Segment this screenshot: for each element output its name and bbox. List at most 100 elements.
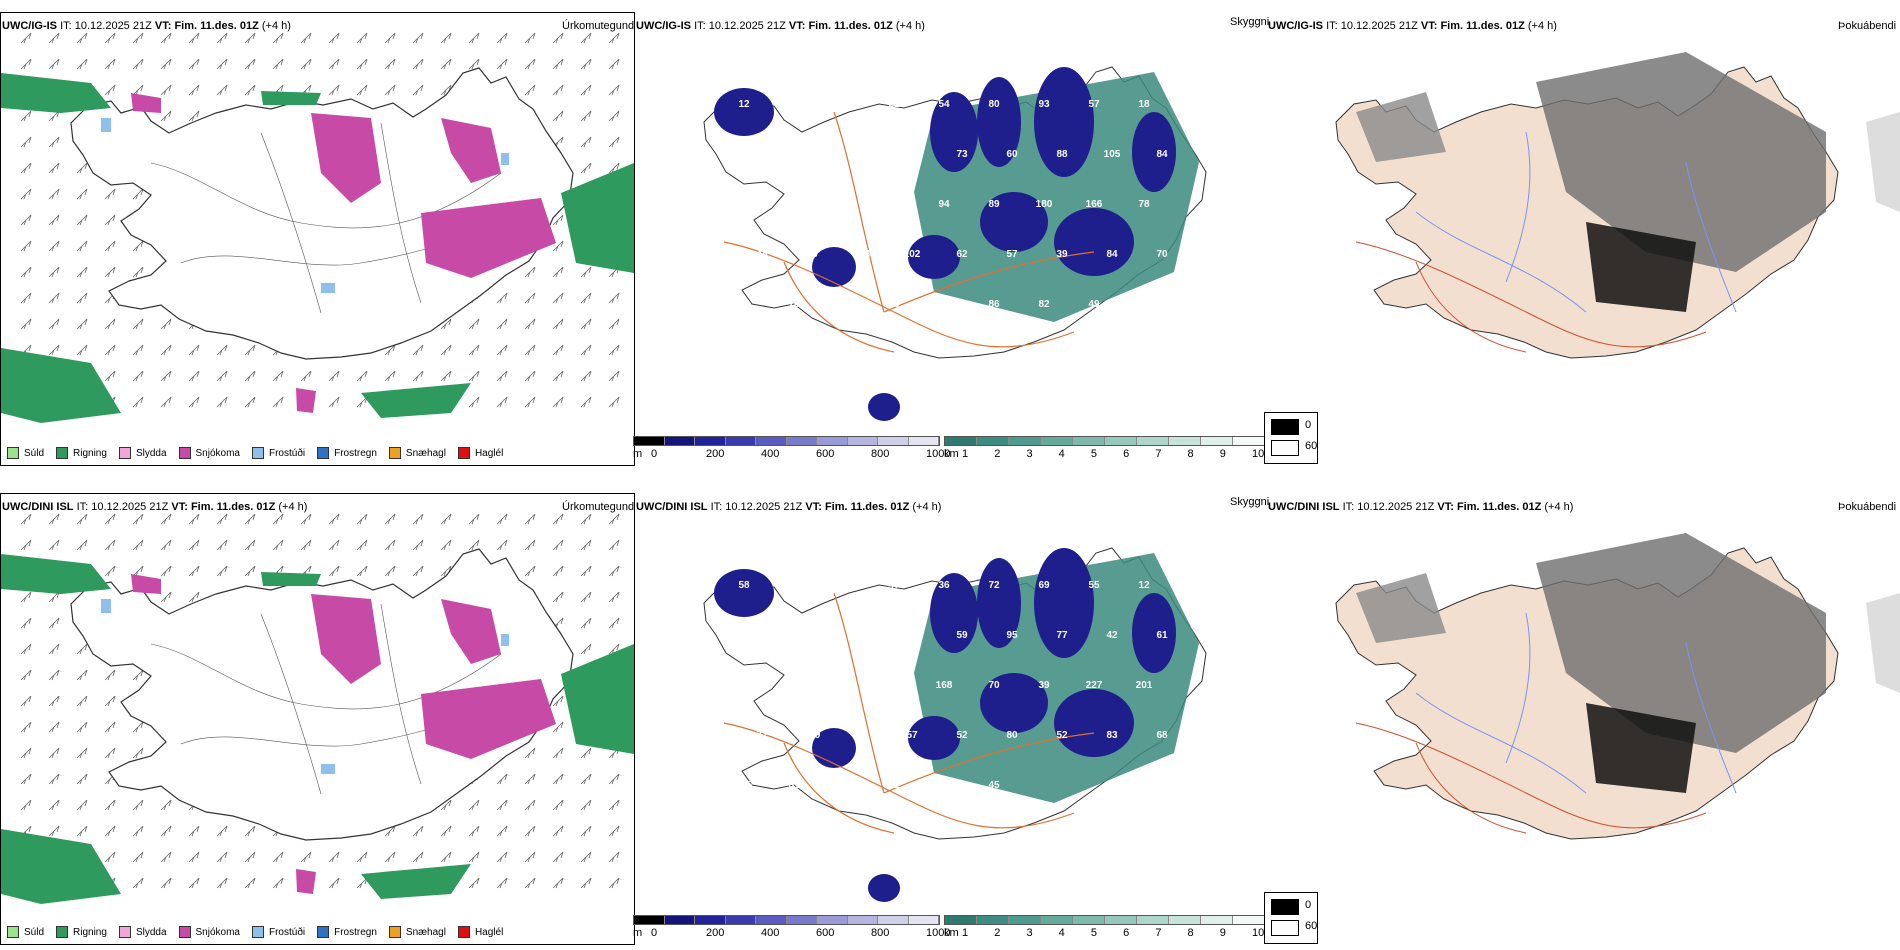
wind-barb: [300, 539, 312, 551]
legend-label: Rigning: [73, 926, 107, 938]
vt-value: Fim. 11.des. 01Z: [808, 20, 893, 32]
visibility-panel-bottom: 58 53 47 47 36 72 69 55 12 105 52 48 60 59 95 77 42 61 59 7…: [634, 493, 1266, 943]
wind-barb: [608, 773, 620, 785]
wind-barb: [384, 32, 396, 44]
road-network: [1355, 241, 1707, 353]
wind-barb: [468, 32, 480, 44]
wind-barb: [356, 58, 368, 70]
header-vis-bottom: UWC/DINI ISL IT: 10.12.2025 21Z VT: Fim.…: [636, 501, 941, 513]
it-label: IT:: [60, 20, 72, 32]
scale-tick: 0: [651, 927, 658, 939]
wind-barb: [384, 344, 396, 356]
precip-legend-top: Súld Rigning Slydda Snjókoma Frostúði Frostre…: [7, 447, 503, 459]
wind-barb: [552, 695, 564, 707]
wind-barb: [20, 591, 32, 603]
wind-barb: [580, 58, 592, 70]
legend-label: Haglél: [474, 447, 504, 459]
wind-barb: [384, 825, 396, 837]
scale-segment: [945, 437, 977, 445]
road-network: [723, 111, 1095, 353]
low-visibility-cell: [1132, 593, 1176, 673]
wind-barb: [608, 318, 620, 330]
rain-area: [1, 829, 121, 904]
visibility-value: 60: [906, 630, 918, 641]
visibility-map-top: 12 50 59 22 54 80 93 57 18 39 58 52 66 73 60 88 105 84 110…: [703, 66, 1207, 421]
wind-barb: [580, 292, 592, 304]
wind-barb: [20, 721, 32, 733]
freezing-drizzle-patch: [321, 283, 335, 293]
road-network: [723, 592, 1095, 834]
wind-barb: [132, 539, 144, 551]
visibility-value: 54: [938, 99, 950, 110]
wind-barb: [216, 370, 228, 382]
scale-segment: [756, 916, 787, 924]
wind-barb: [48, 721, 60, 733]
header-precip-bottom: UWC/DINI ISL IT: 10.12.2025 21Z VT: Fim.…: [2, 501, 307, 513]
road: [1415, 742, 1527, 834]
visibility-labels: 12 50 59 22 54 80 93 57 18 39 58 52 66 73 60 88 105 84 110…: [736, 99, 1168, 310]
wind-barb: [160, 851, 172, 863]
scale-unit: km: [944, 448, 959, 460]
wind-barb: [328, 539, 340, 551]
wind-barb: [412, 539, 424, 551]
visibility-value: 12: [1138, 580, 1150, 591]
scale-tick: 800: [871, 927, 890, 939]
wind-barb: [216, 344, 228, 356]
legend-item-4: Frostúði: [251, 447, 305, 459]
wind-barb: [552, 747, 564, 759]
wind-barb: [20, 58, 32, 70]
wind-barb: [188, 591, 200, 603]
wind-barb: [356, 370, 368, 382]
scale-bar: [944, 915, 1266, 925]
rain-area: [361, 383, 471, 418]
scale-segment: [1233, 437, 1265, 445]
legend-item-7: Haglél: [457, 926, 503, 938]
vis-scale-bottom: km 1 2 3 4 5 6 7 8 9 10: [944, 915, 1266, 945]
wind-barb: [272, 58, 284, 70]
road: [883, 251, 1095, 313]
wind-barb: [384, 851, 396, 863]
wind-barb: [132, 318, 144, 330]
visibility-value: 93: [888, 680, 900, 691]
wind-barb: [132, 851, 144, 863]
legend-item-1: Rigning: [56, 926, 107, 938]
visibility-value: 50: [788, 99, 800, 110]
it-value: 10.12.2025 21Z: [725, 501, 803, 513]
visibility-value: 77: [1056, 630, 1068, 641]
legend-swatch: [7, 447, 19, 459]
wind-barb: [160, 396, 172, 408]
visibility-value: 39: [1056, 249, 1068, 260]
wind-barb: [132, 825, 144, 837]
wind-barb: [356, 851, 368, 863]
wind-barb: [244, 513, 256, 525]
wind-barb: [300, 58, 312, 70]
wind-barb: [244, 344, 256, 356]
cloud-area: [1866, 593, 1900, 693]
wind-barb: [48, 513, 60, 525]
wind-barb: [20, 110, 32, 122]
wind-barb: [216, 877, 228, 889]
wind-barb: [272, 539, 284, 551]
visibility-value: 58: [738, 580, 750, 591]
river: [1505, 131, 1531, 283]
legend-label: Snæhagl: [405, 926, 446, 938]
road: [723, 722, 1075, 829]
visibility-value: 55: [1088, 580, 1100, 591]
legend-item-5: Frostregn: [317, 447, 377, 459]
wind-barb: [412, 32, 424, 44]
wind-barb: [468, 318, 480, 330]
scale-tick: 5: [1090, 927, 1097, 939]
wind-barb: [524, 266, 536, 278]
wind-barb: [608, 58, 620, 70]
wind-barb: [412, 851, 424, 863]
legend-swatch: [251, 926, 264, 938]
vt-label: VT:: [1437, 501, 1454, 513]
wind-barb: [524, 292, 536, 304]
dense-cloud-area: [1586, 703, 1696, 793]
wind-barb: [524, 565, 536, 577]
snow-area: [441, 599, 501, 664]
wind-barb: [524, 370, 536, 382]
wind-barb: [552, 877, 564, 889]
cloud-legend-swatch-black: [1271, 899, 1299, 915]
legend-item-0: Súld: [7, 926, 44, 938]
